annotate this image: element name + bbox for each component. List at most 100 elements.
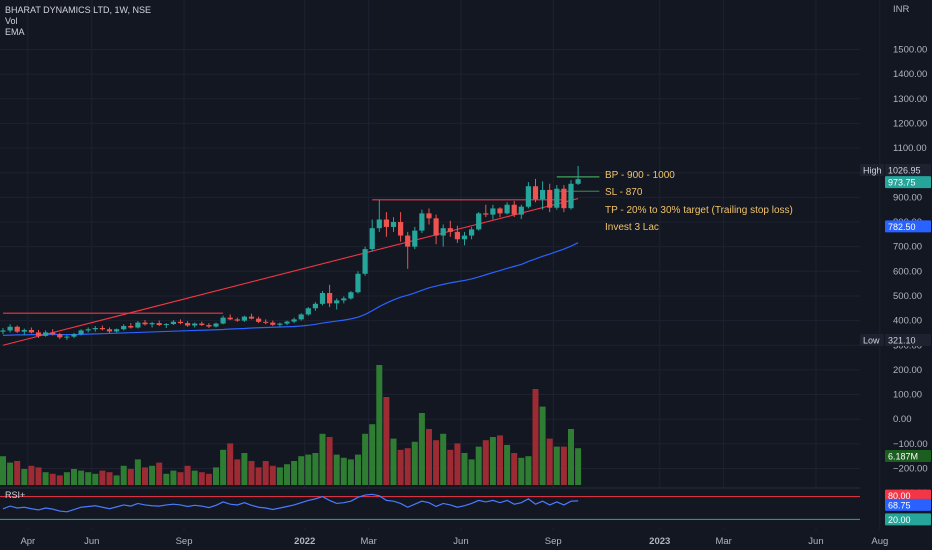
candle-body — [312, 303, 318, 309]
candle-body — [433, 218, 439, 236]
volume-bar — [504, 445, 511, 485]
annotation-sl: SL - 870 — [605, 187, 643, 198]
candle-body — [277, 323, 283, 325]
candle-body — [85, 329, 91, 331]
volume-bar — [142, 467, 148, 485]
candle-body — [199, 323, 205, 326]
candle-body — [71, 334, 77, 337]
candle-body — [412, 230, 418, 247]
volume-bar — [113, 475, 120, 485]
candle-body — [348, 292, 354, 299]
time-tick-label: Sep — [545, 536, 562, 547]
legend-ema[interactable]: EMA — [5, 27, 25, 37]
time-tick-label: Sep — [176, 536, 193, 547]
volume-bar — [227, 443, 234, 485]
candle-body — [177, 321, 184, 324]
volume-bar — [568, 429, 574, 485]
volume-bars — [0, 365, 582, 485]
volume-bar — [511, 453, 518, 485]
time-tick-label: Apr — [20, 536, 35, 547]
candle-body — [99, 327, 105, 330]
volume-bar — [149, 465, 156, 485]
volume-bar — [518, 457, 525, 485]
volume-badge-value: 6.187M — [888, 452, 918, 462]
volume-bar — [7, 462, 14, 485]
volume-bar — [78, 470, 85, 485]
candles — [0, 166, 581, 340]
volume-bar — [539, 406, 546, 485]
volume-bar — [319, 433, 326, 485]
rsi-lower-badge-value: 20.00 — [888, 515, 911, 525]
volume-bar — [134, 459, 141, 485]
time-tick-label: Mar — [715, 536, 731, 547]
candle-body — [327, 292, 333, 304]
volume-bar — [120, 465, 127, 485]
rsi-line — [2, 493, 579, 513]
candle-body — [263, 321, 269, 323]
volume-bar — [14, 461, 21, 485]
annotation-bp: BP - 900 - 1000 — [605, 170, 675, 181]
annotation-invest: Invest 3 Lac — [605, 222, 659, 233]
candle-body — [0, 330, 6, 332]
candle-body — [21, 329, 27, 332]
legend-volume[interactable]: Vol — [5, 16, 18, 26]
volume-bar — [475, 446, 482, 485]
candle-body — [92, 327, 98, 330]
volume-bar — [42, 472, 49, 485]
last-price-badge-value: 973.75 — [888, 178, 916, 188]
rsi-background — [0, 488, 860, 528]
volume-bar — [497, 435, 503, 485]
volume-bar — [376, 365, 383, 485]
rsi-current-badge-bg — [885, 498, 931, 511]
candle-body — [256, 318, 262, 322]
volume-bar — [35, 467, 42, 485]
candle-body — [270, 322, 276, 325]
volume-bar — [106, 472, 113, 485]
candle-body — [561, 188, 567, 209]
price-tick-label: 200.00 — [893, 365, 922, 376]
price-tick-label: 1300.00 — [893, 94, 927, 105]
candle-body — [341, 298, 347, 301]
volume-bar — [447, 449, 454, 485]
candle-body — [362, 249, 368, 274]
candle-body — [156, 323, 162, 326]
trendline-layer — [2, 198, 579, 346]
price-badges: 1026.95 High 973.75 782.50 321.10 Low 6.187M 80… — [860, 164, 931, 526]
low-badge-bg — [885, 334, 931, 347]
time-axis[interactable]: Apr Jun Sep 2022 Mar Jun Sep 2023 Mar Jun Aug — [20, 536, 888, 547]
volume-bar — [560, 446, 567, 485]
candle-body — [575, 179, 581, 184]
candle-body — [185, 323, 191, 326]
candle-body — [383, 219, 389, 227]
volume-bar — [241, 453, 248, 485]
candle-body — [447, 228, 453, 232]
ema-line — [2, 242, 579, 336]
price-tick-label: 400.00 — [893, 316, 922, 327]
price-tick-label: −100.00 — [893, 439, 928, 450]
candle-body — [35, 332, 42, 336]
rsi-pane: RSI+ — [0, 487, 860, 528]
symbol-title[interactable]: BHARAT DYNAMICS LTD, 1W, NSE — [5, 5, 152, 15]
volume-bar — [21, 469, 28, 485]
volume-bar — [305, 454, 312, 485]
candle-body — [50, 332, 56, 335]
price-tick-label: 1100.00 — [893, 143, 927, 154]
volume-bar — [461, 453, 468, 485]
candle-body — [213, 323, 219, 327]
candle-body — [206, 325, 212, 327]
candle-body — [128, 326, 134, 328]
time-tick-label: 2023 — [649, 536, 670, 547]
last-price-badge-bg — [885, 176, 931, 189]
candle-body — [540, 189, 546, 200]
candle-body — [376, 219, 382, 229]
annotation-tp: TP - 20% to 30% target (Trailing stop lo… — [605, 205, 793, 216]
candle-body — [135, 322, 141, 328]
volume-bar — [56, 475, 63, 485]
volume-bar — [291, 461, 298, 485]
volume-bar — [454, 443, 461, 485]
ema-layer — [2, 242, 579, 336]
time-tick-label: Jun — [84, 536, 99, 547]
candle-body — [43, 332, 49, 336]
volume-bar — [71, 469, 77, 485]
